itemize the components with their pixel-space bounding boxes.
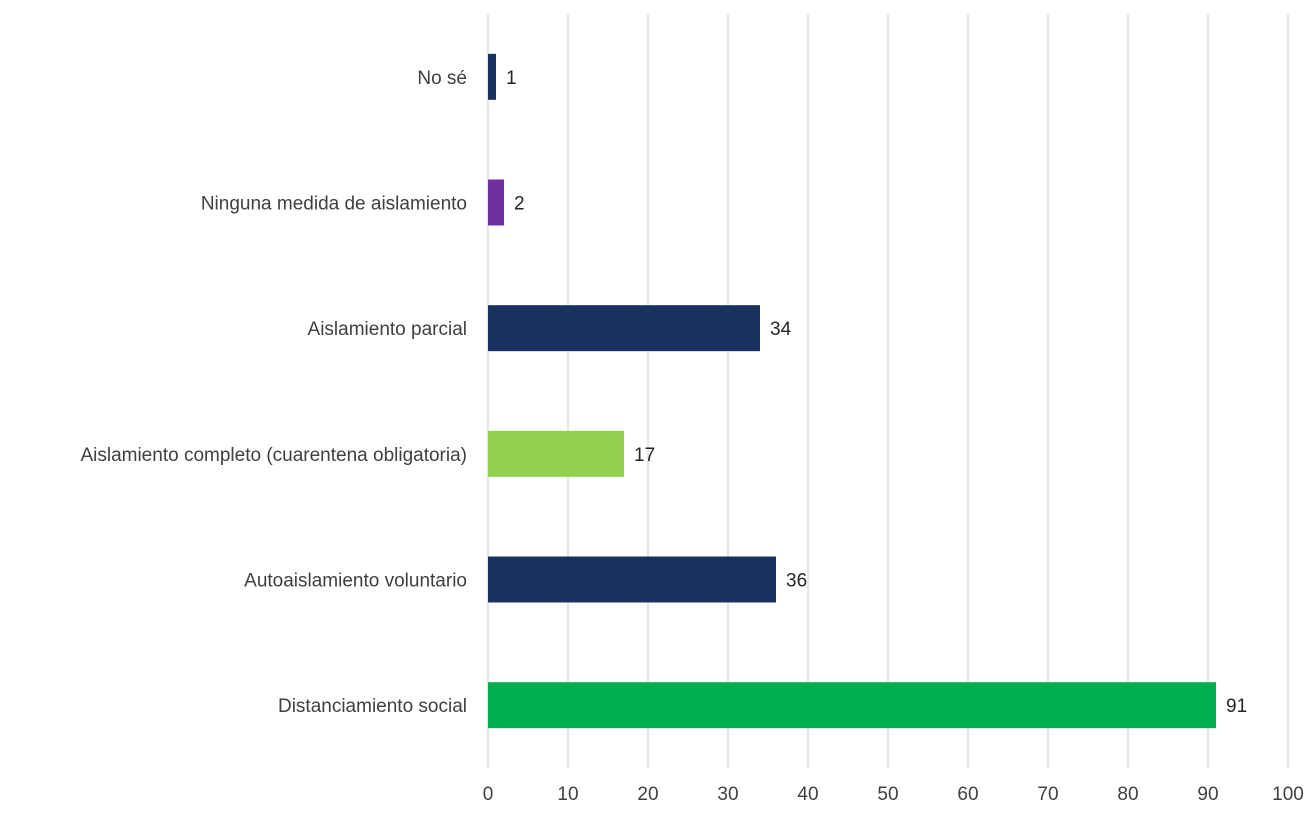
bar	[488, 53, 496, 100]
bar	[488, 305, 760, 352]
x-tick-label: 90	[1197, 784, 1218, 805]
bar	[488, 430, 624, 477]
data-labels: 1 2 34 17 36 91	[506, 68, 1247, 717]
x-tick-label: 100	[1272, 784, 1304, 805]
category-label: Distanciamiento social	[278, 696, 467, 717]
data-label: 17	[634, 445, 655, 466]
bars	[488, 53, 1216, 729]
category-label: Ninguna medida de aislamiento	[201, 194, 467, 215]
x-tick-label: 30	[717, 784, 738, 805]
x-tick-label: 60	[957, 784, 978, 805]
x-tick-label: 40	[797, 784, 818, 805]
x-tick-label: 0	[483, 784, 494, 805]
x-tick-label: 80	[1117, 784, 1138, 805]
bar	[488, 556, 776, 603]
category-label: Autoaislamiento voluntario	[244, 571, 467, 592]
x-tick-label: 70	[1037, 784, 1058, 805]
data-label: 1	[506, 68, 517, 89]
category-label: Aislamiento completo (cuarentena obligat…	[80, 445, 467, 466]
data-label: 34	[770, 319, 792, 340]
bar	[488, 179, 504, 226]
category-label: Aislamiento parcial	[308, 319, 467, 340]
x-tick-label: 20	[637, 784, 658, 805]
bar	[488, 682, 1216, 729]
x-tick-label: 50	[877, 784, 898, 805]
data-label: 2	[514, 194, 525, 215]
x-axis-tick-labels: 0 10 20 30 40 50 60 70 80 90 100	[483, 784, 1304, 805]
gridlines	[487, 14, 1289, 768]
data-label: 36	[786, 571, 807, 592]
category-labels: No sé Ninguna medida de aislamiento Aislam…	[80, 68, 467, 717]
x-tick-label: 10	[557, 784, 578, 805]
data-label: 91	[1226, 696, 1247, 717]
category-label: No sé	[417, 68, 467, 89]
